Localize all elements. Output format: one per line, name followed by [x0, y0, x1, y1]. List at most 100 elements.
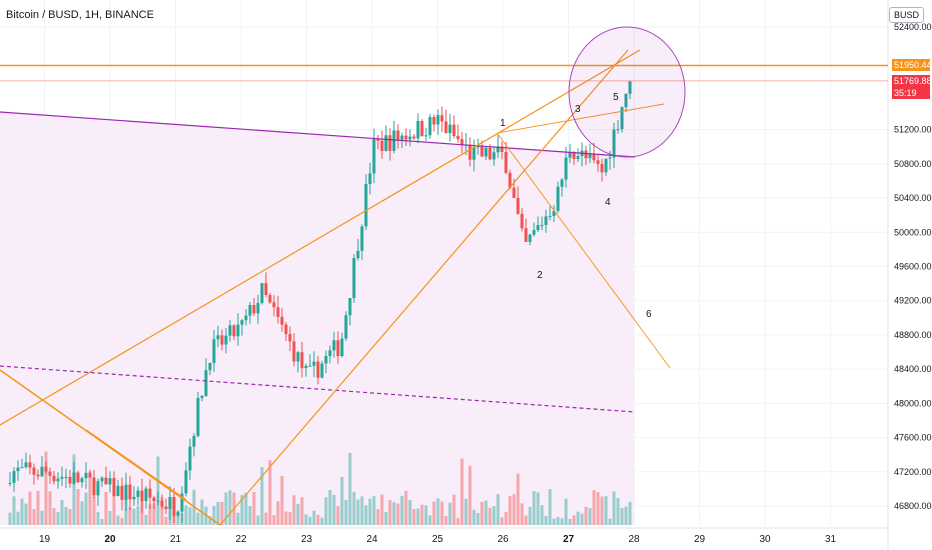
candle-body — [28, 462, 32, 468]
candle-body — [260, 283, 264, 304]
candle-body — [560, 179, 564, 187]
candle-body — [448, 124, 452, 134]
candle-body — [140, 490, 144, 502]
x-tick-label: 21 — [170, 534, 182, 545]
wave-label: 5 — [613, 92, 619, 103]
volume-bar — [564, 498, 568, 525]
candle-body — [532, 230, 536, 235]
volume-bar — [420, 504, 424, 525]
volume-bar — [252, 492, 256, 525]
volume-bar — [20, 498, 24, 525]
candle-body — [40, 466, 44, 477]
candle-body — [504, 151, 508, 173]
candle-body — [168, 496, 172, 509]
volume-bar — [536, 492, 540, 525]
volume-bar — [444, 515, 448, 525]
candle-body — [184, 470, 188, 494]
candle-body — [472, 147, 476, 160]
volume-bar — [416, 508, 420, 525]
candle-body — [392, 130, 396, 151]
volume-bar — [260, 467, 264, 525]
x-tick-label: 20 — [104, 534, 116, 545]
volume-bar — [220, 501, 224, 525]
candle-body — [452, 124, 456, 136]
volume-bar — [264, 512, 268, 525]
candle-body — [16, 467, 20, 472]
candle-body — [612, 129, 616, 158]
candle-body — [132, 496, 136, 500]
volume-bar — [152, 503, 156, 525]
x-tick-label: 31 — [825, 534, 837, 545]
candle-body — [24, 462, 28, 468]
candle-body — [552, 210, 556, 216]
volume-bar — [28, 491, 32, 525]
candle-body — [468, 144, 472, 160]
candle-body — [384, 135, 388, 151]
volume-bar — [552, 518, 556, 525]
wave-label: 1 — [500, 118, 506, 129]
volume-bar — [528, 506, 532, 525]
volume-bar — [236, 512, 240, 525]
candle-body — [100, 477, 104, 482]
candle-body — [176, 511, 180, 516]
candle-body — [200, 395, 204, 398]
volume-bar — [112, 495, 116, 525]
volume-bar — [212, 505, 216, 525]
volume-bar — [92, 496, 96, 525]
volume-bar — [296, 503, 300, 525]
volume-bar — [316, 514, 320, 525]
volume-bar — [592, 490, 596, 525]
candle-body — [524, 228, 528, 242]
orange-trendline — [219, 49, 629, 526]
candle-body — [172, 496, 176, 516]
volume-bar — [284, 511, 288, 525]
volume-bar — [484, 500, 488, 525]
candle-body — [48, 471, 52, 476]
volume-bar — [68, 509, 72, 525]
volume-bar — [460, 458, 464, 525]
candle-body — [584, 150, 588, 159]
volume-bar — [448, 502, 452, 525]
volume-bar — [488, 507, 492, 525]
candle-body — [212, 339, 216, 363]
volume-bar — [436, 498, 440, 525]
candle-body — [608, 157, 612, 159]
y-tick-label: 48000.00 — [894, 398, 932, 408]
volume-bar — [480, 501, 484, 525]
candle-body — [568, 151, 572, 158]
candle-body — [152, 497, 156, 502]
candle-body — [500, 146, 504, 152]
candle-body — [160, 500, 164, 507]
volume-bar — [508, 496, 512, 525]
volume-bar — [80, 501, 84, 525]
candle-body — [88, 472, 92, 478]
candle-body — [548, 215, 552, 217]
currency-button[interactable]: BUSD — [888, 7, 924, 23]
candle-body — [276, 307, 280, 317]
candle-body — [512, 187, 516, 198]
candle-body — [252, 305, 256, 314]
volume-bar — [492, 506, 496, 525]
candle-body — [396, 130, 400, 140]
volume-bar — [544, 515, 548, 525]
volume-bar — [168, 498, 172, 525]
candle-body — [368, 173, 372, 185]
candle-body — [136, 490, 140, 497]
candle-body — [208, 362, 212, 371]
volume-bar — [104, 491, 108, 525]
candle-body — [164, 506, 168, 509]
purple-trendline — [0, 111, 636, 158]
volume-bar — [304, 514, 308, 525]
y-tick-label: 48800.00 — [894, 330, 932, 340]
volume-bar — [572, 515, 576, 525]
volume-bar — [604, 496, 608, 525]
candle-body — [72, 472, 76, 484]
volume-bar — [496, 494, 500, 525]
candle-body — [148, 488, 152, 498]
candle-body — [420, 120, 424, 137]
volume-bar — [144, 514, 148, 525]
volume-bar — [580, 513, 584, 525]
volume-bar — [320, 517, 324, 525]
volume-bar — [596, 492, 600, 525]
